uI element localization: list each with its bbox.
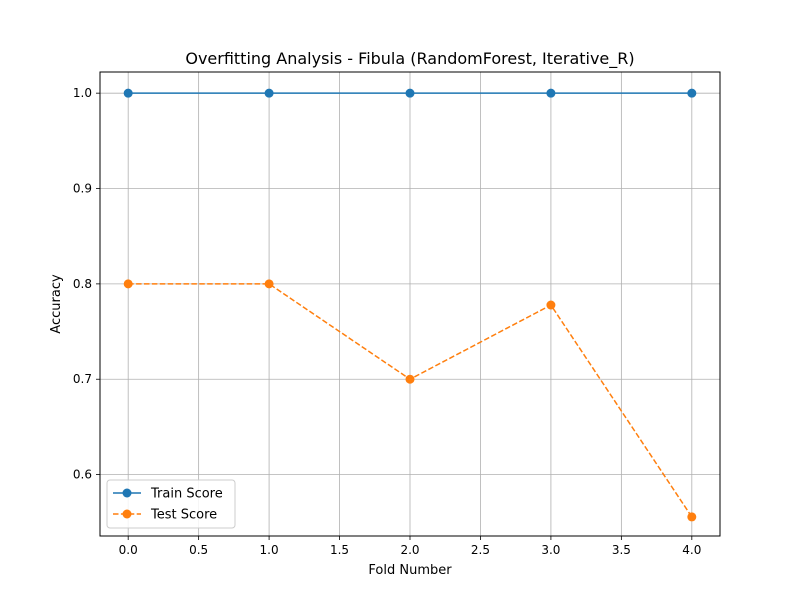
legend-test-score-label: Test Score [150,508,217,523]
y-tick-label: 0.7 [73,372,92,386]
x-tick-label: 0.0 [119,543,138,557]
x-tick-label: 1.0 [260,543,279,557]
test-score-point [687,512,697,522]
train-score-point [546,88,556,98]
test-score-point [123,279,133,289]
train-score-point [123,88,133,98]
legend-test-score-marker [122,509,132,519]
train-score-point [264,88,274,98]
legend-train-score-label: Train Score [150,487,223,502]
x-tick-label: 0.5 [189,543,208,557]
y-tick-label: 1.0 [73,86,92,100]
legend: Train Score Test Score [106,479,236,529]
train-score-point [405,88,415,98]
test-score-point [405,374,415,384]
y-axis: 0.6 0.7 0.8 0.9 1.0 [73,86,100,482]
x-tick-label: 3.0 [541,543,560,557]
x-tick-label: 2.0 [400,543,419,557]
train-score-point [687,88,697,98]
x-axis-label: Fold Number [368,563,452,578]
test-score-point [264,279,274,289]
legend-train-score-marker [122,488,132,498]
y-tick-label: 0.9 [73,182,92,196]
test-score-point [546,300,556,310]
x-tick-label: 4.0 [682,543,701,557]
y-axis-label: Accuracy [49,274,64,334]
y-tick-label: 0.6 [73,468,92,482]
y-tick-label: 0.8 [73,277,92,291]
chart-title: Overfitting Analysis - Fibula (RandomFor… [185,49,634,69]
legend-box [106,479,236,529]
x-axis: 0.0 0.5 1.0 1.5 2.0 2.5 3.0 3.5 4.0 [119,536,701,557]
x-tick-label: 3.5 [612,543,631,557]
x-tick-label: 1.5 [330,543,349,557]
series-layer [123,88,697,522]
x-tick-label: 2.5 [471,543,490,557]
